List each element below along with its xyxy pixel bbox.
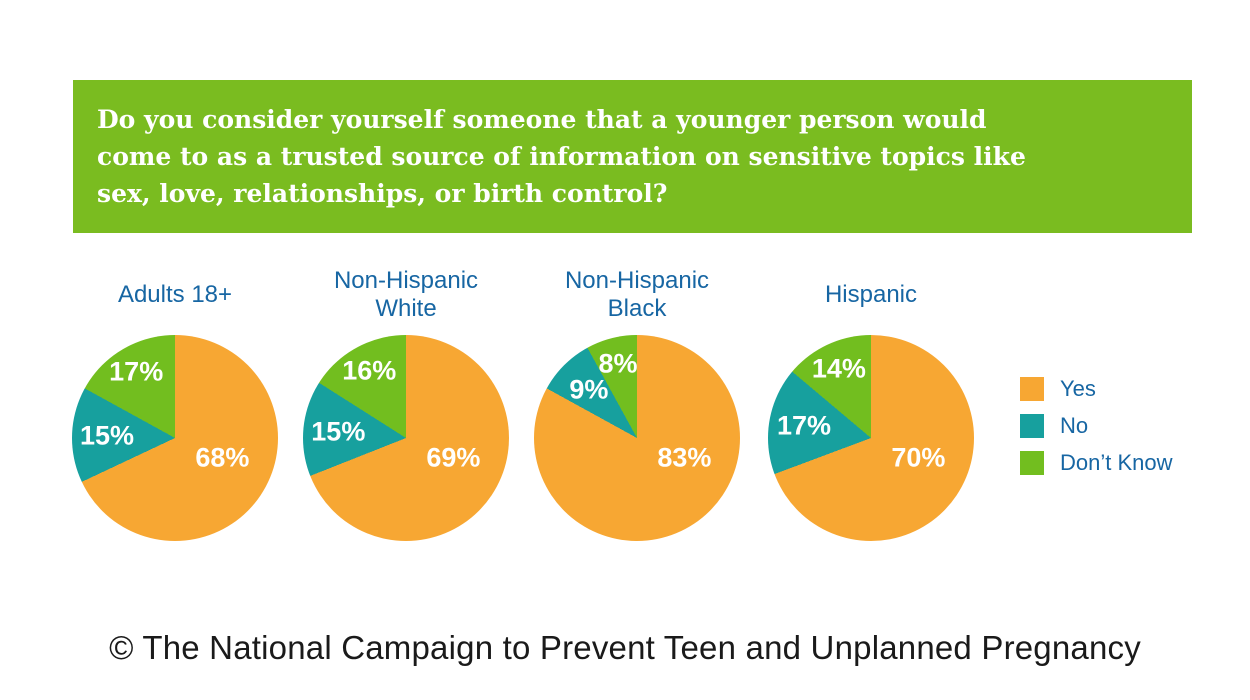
footer-attribution: © The National Campaign to Prevent Teen … [109,629,1141,666]
slice-label-no: 15% [80,420,135,451]
legend-item-don-t-know: Don’t Know [1020,450,1173,475]
legend-swatch-no [1020,414,1044,438]
legend-swatch-don-t-know [1020,451,1044,475]
slice-label-don-t-know: 16% [342,355,397,386]
slice-label-yes: 70% [891,442,946,473]
question-line: Do you consider yourself someone that a … [97,105,987,134]
legend-item-no: No [1020,413,1173,438]
legend-label-yes: Yes [1060,376,1096,401]
question-line: sex, love, relationships, or birth contr… [97,179,668,208]
slice-label-no: 17% [776,410,832,441]
pie-title-non-hispanic-white: Non-Hispanic White [333,267,479,322]
legend-label-no: No [1060,413,1089,438]
legend-item-yes: Yes [1020,376,1173,401]
chart-legend: Yes No Don’t Know [1020,376,1173,488]
pie-chart-hispanic: 70% 17% 14% [768,335,974,541]
slice-label-no: 15% [311,416,366,447]
pie-title-non-hispanic-black: Non-Hispanic Black [564,267,710,322]
slice-label-yes: 68% [195,442,250,473]
slice-label-don-t-know: 17% [109,356,164,387]
pie-chart-non-hispanic-white: 69% 15% 16% [303,335,509,541]
slice-label-don-t-know: 14% [811,353,866,384]
pie-chart-non-hispanic-black: 83% 9% 8% [534,335,740,541]
legend-label-don-t-know: Don’t Know [1060,450,1173,475]
slice-label-yes: 69% [426,442,481,473]
slice-label-yes: 83% [657,442,712,473]
slice-label-don-t-know: 8% [598,348,638,379]
legend-swatch-yes [1020,377,1044,401]
pie-title-adults-18: Adults 18+ [117,281,233,308]
slice-label-no: 9% [569,374,609,405]
question-banner: Do you consider yourself someone that a … [73,80,1192,233]
pie-chart-adults-18: 68% 15% 17% [72,335,278,541]
question-line: come to as a trusted source of informati… [97,142,1026,171]
pie-title-hispanic: Hispanic [824,281,918,308]
